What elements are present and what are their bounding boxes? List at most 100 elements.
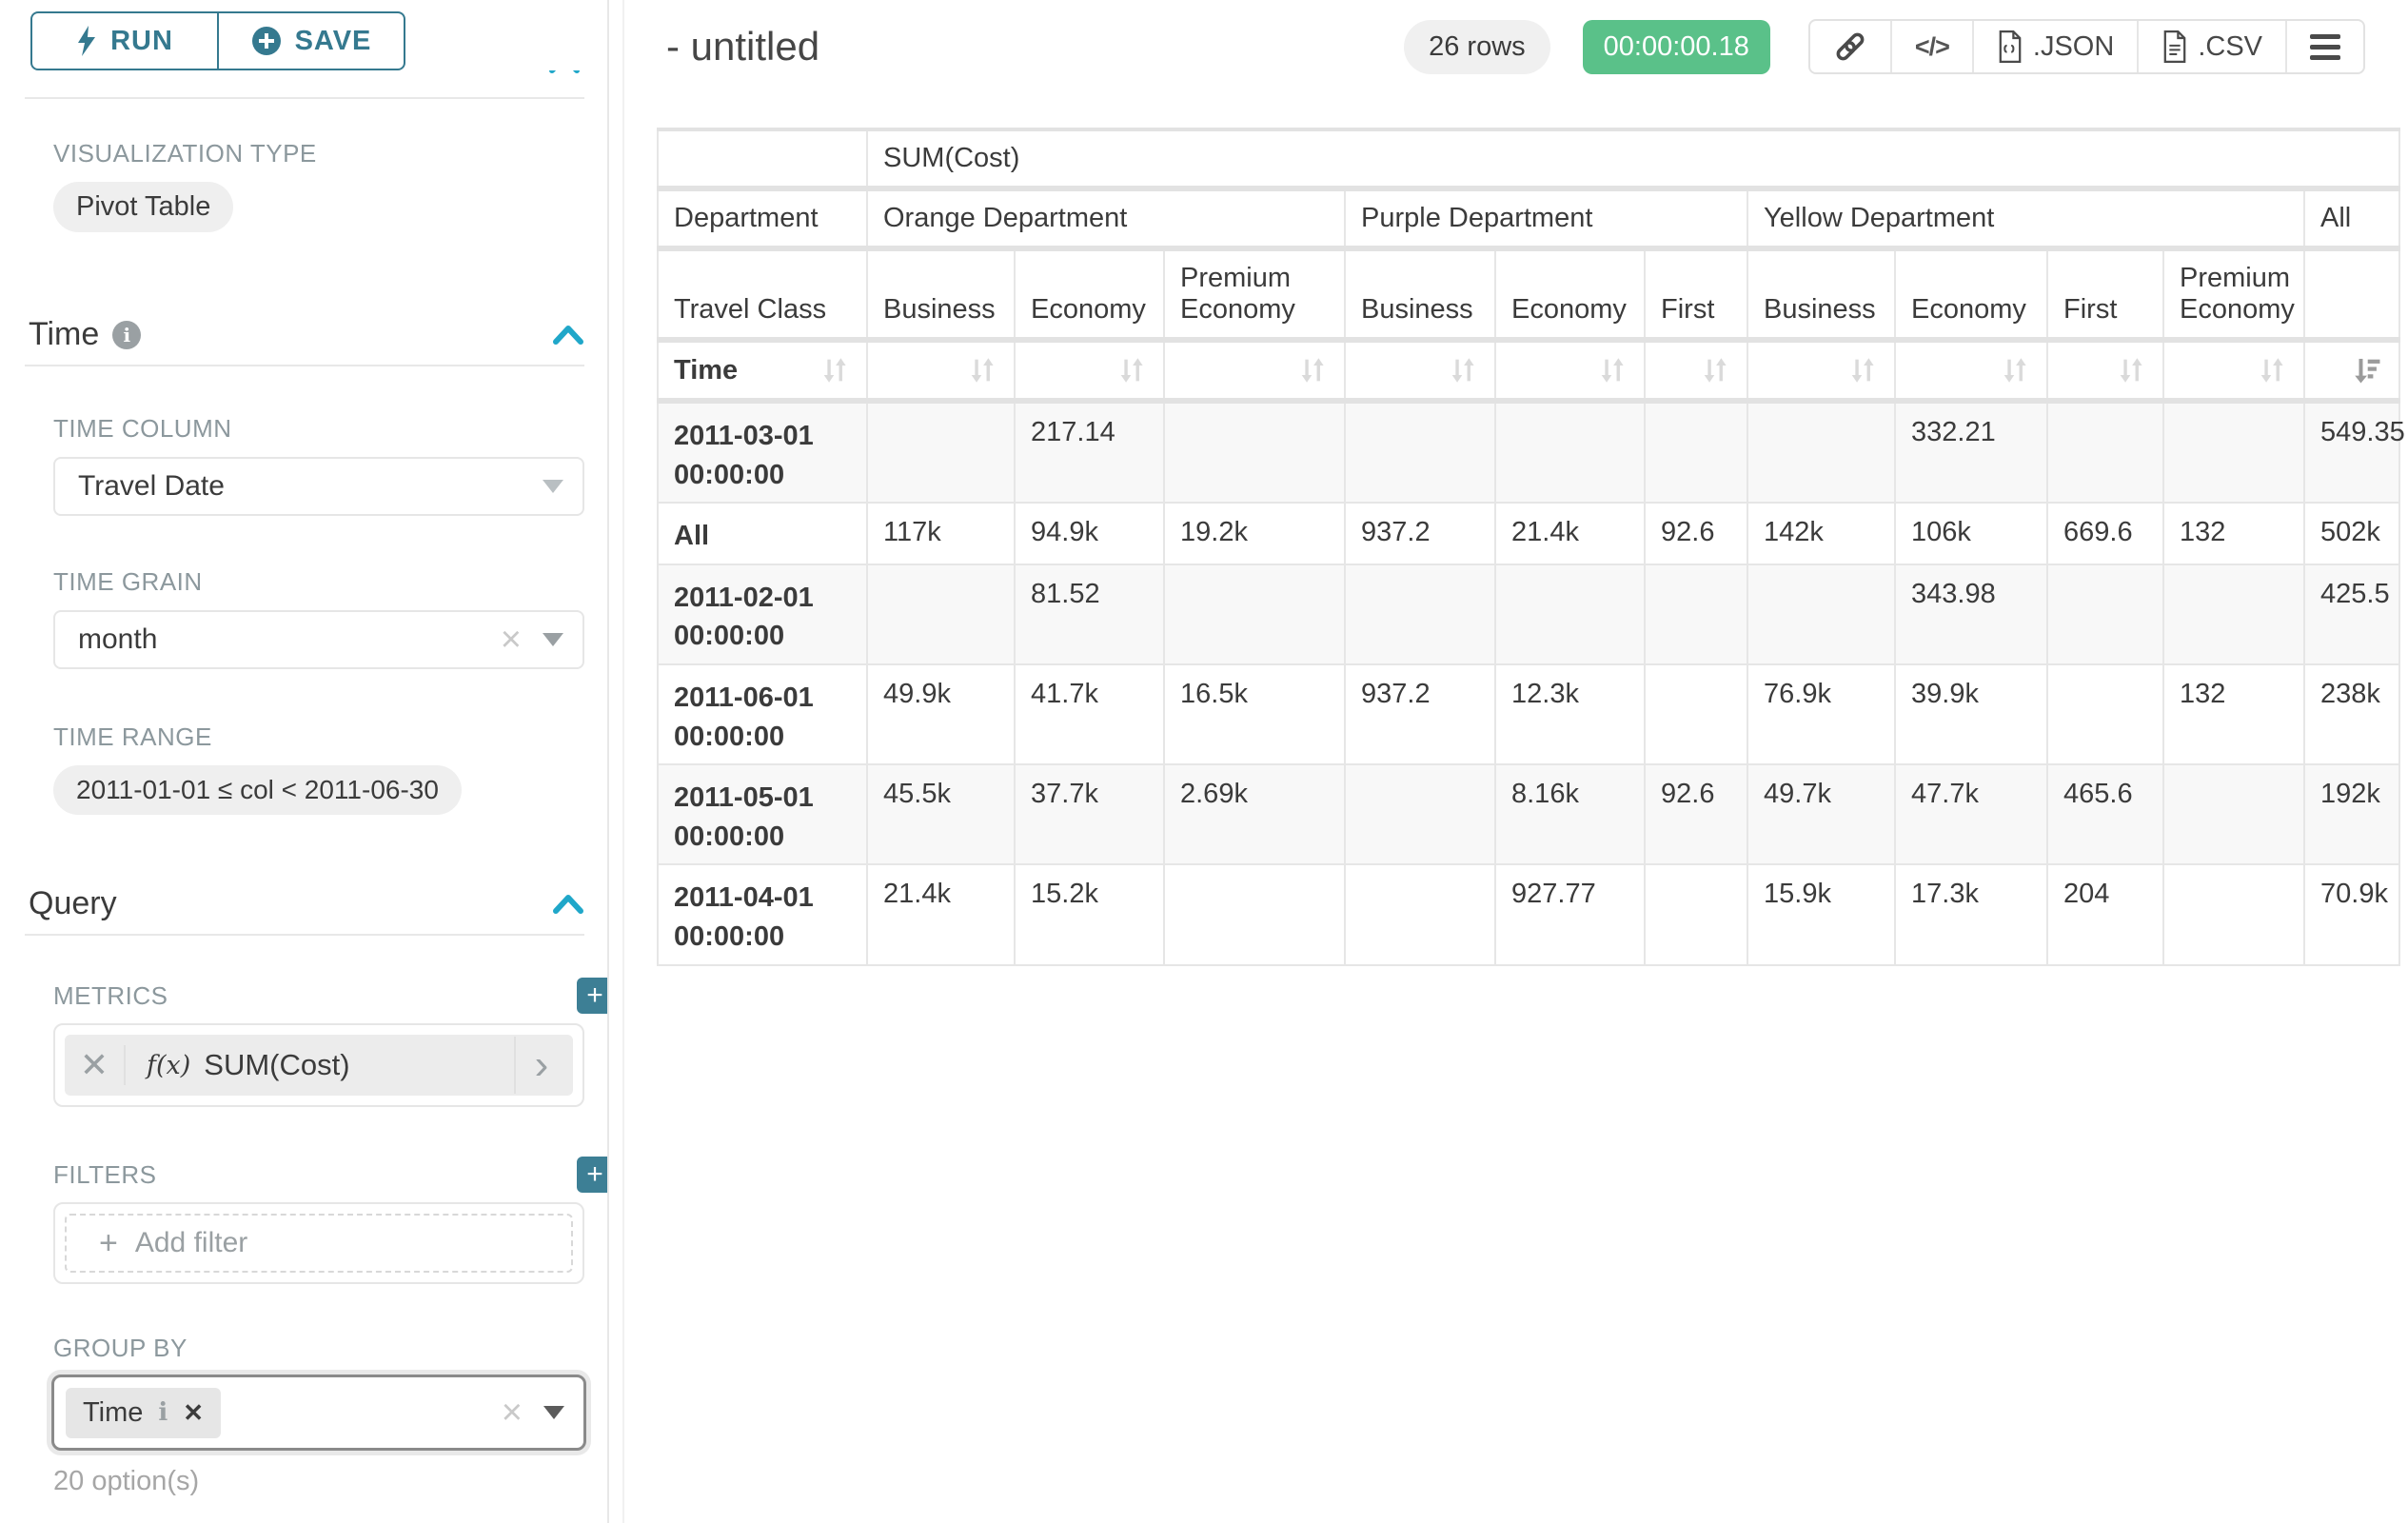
sort-icon[interactable] xyxy=(2115,354,2147,386)
hamburger-icon xyxy=(2310,34,2340,60)
time-section-title: Time xyxy=(29,316,99,353)
metric-item[interactable]: ✕ f(x) SUM(Cost) › xyxy=(65,1035,573,1096)
visualization-type-value[interactable]: Pivot Table xyxy=(53,182,233,232)
sort-icon[interactable] xyxy=(1596,354,1628,386)
corner-cell xyxy=(658,129,867,188)
clear-icon[interactable]: × xyxy=(502,1394,523,1431)
info-icon: i xyxy=(112,321,141,349)
travel-class-header: Economy xyxy=(1495,248,1645,340)
export-csv-button[interactable]: .CSV xyxy=(2137,21,2285,72)
sort-icon[interactable] xyxy=(1846,354,1879,386)
chevron-right-icon[interactable]: › xyxy=(514,1037,567,1094)
collapse-chevron-icon[interactable] xyxy=(552,893,584,916)
department-group-header: Purple Department xyxy=(1345,188,1747,248)
time-range-value[interactable]: 2011-01-01 ≤ col < 2011-06-30 xyxy=(53,765,462,815)
sort-cell xyxy=(1164,340,1345,401)
query-section-title: Query xyxy=(29,885,117,922)
cell xyxy=(2163,864,2304,964)
add-filter-button[interactable]: + Add filter xyxy=(65,1214,573,1273)
run-save-button-group: RUN SAVE xyxy=(30,11,405,70)
cell: 927.77 xyxy=(1495,864,1645,964)
row-header: 2011-04-01 00:00:00 xyxy=(658,864,867,964)
group-by-options-count: 20 option(s) xyxy=(53,1466,584,1497)
sort-desc-icon[interactable] xyxy=(2351,354,2383,386)
add-filter-plus-button[interactable]: + xyxy=(577,1157,609,1193)
save-button[interactable]: SAVE xyxy=(217,13,404,69)
cell xyxy=(2047,664,2163,764)
cell xyxy=(1747,564,1895,664)
cell xyxy=(1747,401,1895,503)
chevron-down-icon[interactable] xyxy=(543,1406,564,1419)
travel-class-header: Business xyxy=(867,248,1015,340)
sort-cell xyxy=(867,340,1015,401)
time-column-value: Travel Date xyxy=(78,470,225,503)
chevron-down-icon[interactable] xyxy=(543,633,563,646)
time-section-header[interactable]: Time i xyxy=(29,316,584,353)
cell xyxy=(1345,864,1495,964)
sort-icon[interactable] xyxy=(1699,354,1731,386)
export-json-button[interactable]: .JSON xyxy=(1972,21,2137,72)
sort-icon[interactable] xyxy=(1296,354,1329,386)
cell: 70.9k xyxy=(2304,864,2399,964)
code-icon: </> xyxy=(1915,32,1949,62)
cell: 217.14 xyxy=(1015,401,1164,503)
cell: 92.6 xyxy=(1645,503,1747,564)
section-divider xyxy=(25,97,584,99)
travel-class-header: Economy xyxy=(1895,248,2047,340)
sort-icon[interactable] xyxy=(1115,354,1148,386)
plus-icon: + xyxy=(99,1225,118,1262)
row-header: 2011-02-01 00:00:00 xyxy=(658,564,867,664)
sort-icon[interactable] xyxy=(966,354,998,386)
cell xyxy=(1495,401,1645,503)
department-dimension-label: Department xyxy=(658,188,867,248)
copy-link-button[interactable] xyxy=(1810,21,1890,72)
table-row: 2011-06-01 00:00:00 49.9k 41.7k 16.5k 93… xyxy=(658,664,2399,764)
group-by-select[interactable]: Time i ✕ × xyxy=(51,1375,586,1451)
sort-icon[interactable] xyxy=(1447,354,1479,386)
cell: 238k xyxy=(2304,664,2399,764)
sort-icon[interactable] xyxy=(2256,354,2288,386)
menu-button[interactable] xyxy=(2285,21,2363,72)
time-column-select[interactable]: Travel Date xyxy=(53,457,584,516)
cell: 2.69k xyxy=(1164,764,1345,864)
run-button[interactable]: RUN xyxy=(32,13,217,69)
csv-file-icon xyxy=(2161,30,2188,63)
row-count-badge: 26 rows xyxy=(1404,20,1550,74)
department-group-header: Yellow Department xyxy=(1747,188,2304,248)
metrics-control: ✕ f(x) SUM(Cost) › xyxy=(53,1023,584,1107)
time-dimension-cell: Time xyxy=(658,340,867,401)
cell xyxy=(2163,764,2304,864)
sort-icon[interactable] xyxy=(1999,354,2031,386)
filters-control: + Add filter xyxy=(53,1202,584,1284)
department-group-header: Orange Department xyxy=(867,188,1345,248)
cell: 47.7k xyxy=(1895,764,2047,864)
remove-metric-icon[interactable]: ✕ xyxy=(65,1045,126,1085)
remove-tag-icon[interactable]: ✕ xyxy=(183,1398,204,1428)
collapse-chevron-icon[interactable] xyxy=(552,324,584,346)
cell: 132 xyxy=(2163,664,2304,764)
sort-icon[interactable] xyxy=(819,354,851,386)
cell: 12.3k xyxy=(1495,664,1645,764)
cell: 549.35 xyxy=(2304,401,2399,503)
time-grain-select[interactable]: month × xyxy=(53,610,584,669)
travel-class-header: Business xyxy=(1345,248,1495,340)
cell: 21.4k xyxy=(1495,503,1645,564)
time-grain-value: month xyxy=(78,623,157,656)
embed-code-button[interactable]: </> xyxy=(1890,21,1972,72)
query-section-header[interactable]: Query xyxy=(29,885,584,922)
row-header: 2011-06-01 00:00:00 xyxy=(658,664,867,764)
table-row: 2011-05-01 00:00:00 45.5k 37.7k 2.69k 8.… xyxy=(658,764,2399,864)
sort-cell xyxy=(1015,340,1164,401)
metric-header-cell: SUM(Cost) xyxy=(867,129,2399,188)
cell: 19.2k xyxy=(1164,503,1345,564)
cell: 41.7k xyxy=(1015,664,1164,764)
plus-circle-icon xyxy=(251,26,282,56)
clear-icon[interactable]: × xyxy=(501,622,522,658)
add-metric-button[interactable]: + xyxy=(577,978,609,1014)
chevron-down-icon[interactable] xyxy=(543,480,563,493)
export-toolbar: </> .JSON .CSV xyxy=(1808,19,2365,74)
cell xyxy=(2163,401,2304,503)
cell: 45.5k xyxy=(867,764,1015,864)
time-column-label: TIME COLUMN xyxy=(53,414,584,444)
chart-title[interactable]: - untitled xyxy=(657,24,819,69)
